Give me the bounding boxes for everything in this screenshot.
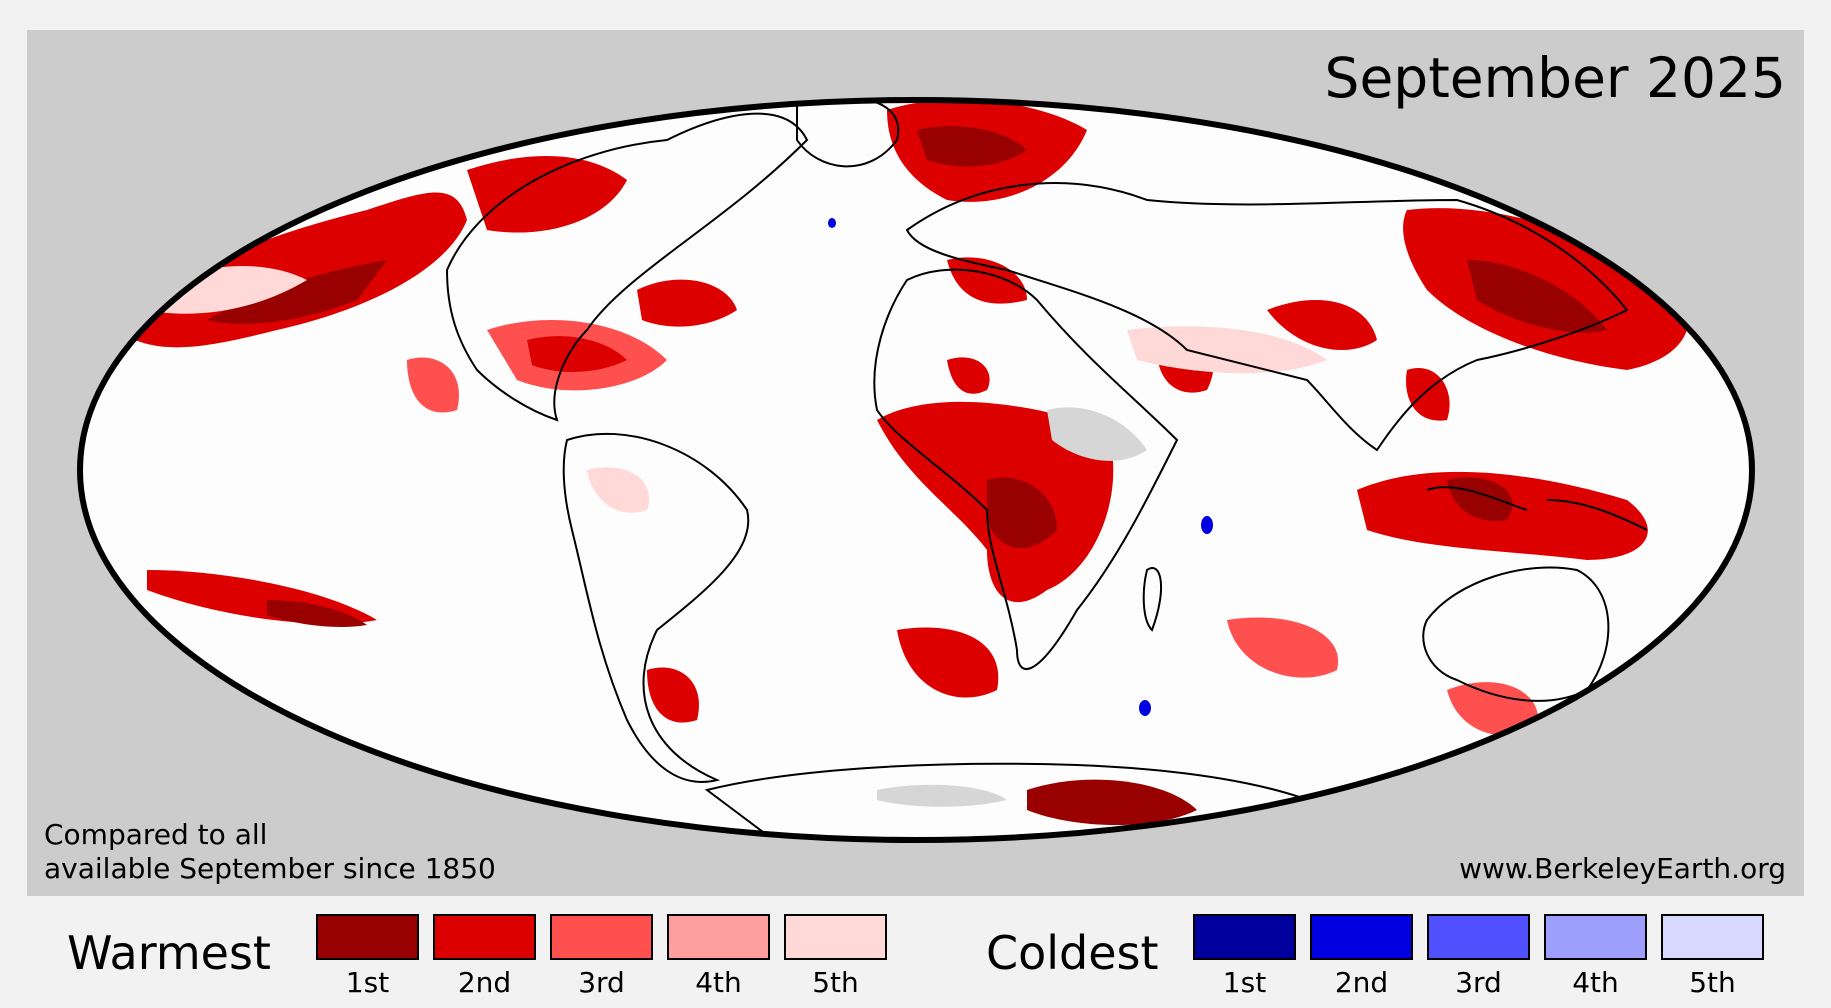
legend-warmest-item-4: 4th xyxy=(667,914,770,999)
legend-swatch xyxy=(550,914,653,960)
coastline-indonesia xyxy=(1426,486,1648,531)
coastline-australia xyxy=(1422,566,1610,702)
legend-coldest-item-4: 4th xyxy=(1544,914,1647,999)
coastlines xyxy=(445,100,1648,840)
legend-rank: 1st xyxy=(1222,966,1267,999)
legend-warmest-item-2: 2nd xyxy=(433,914,536,999)
legend-warmest-item-5: 5th xyxy=(784,914,887,999)
legend-swatch xyxy=(667,914,770,960)
coastline-eurasia xyxy=(905,182,1629,452)
map-panel: September 2025 Compared to all available… xyxy=(27,30,1804,896)
legend-warmest-item-3: 3rd xyxy=(550,914,653,999)
legend-swatch xyxy=(1427,914,1530,960)
legend-rank: 4th xyxy=(695,966,742,999)
legend-swatch xyxy=(1193,914,1296,960)
map-title: September 2025 xyxy=(1324,46,1786,110)
legend-coldest-item-3: 3rd xyxy=(1427,914,1530,999)
comparison-note-line2: available September since 1850 xyxy=(44,852,496,885)
legend-swatch xyxy=(1310,914,1413,960)
no-data-region xyxy=(1047,407,1147,461)
coastline-greenland xyxy=(796,100,900,168)
world-map xyxy=(77,97,1755,843)
coastline-north-america xyxy=(445,112,809,422)
comparison-note: Compared to all available September sinc… xyxy=(44,818,496,886)
anomaly-layer xyxy=(117,100,1689,832)
website-credit: www.BerkeleyEarth.org xyxy=(1459,852,1786,885)
cold-spot xyxy=(1201,516,1213,534)
globe-outline xyxy=(77,97,1755,843)
legend-swatch xyxy=(1544,914,1647,960)
legend-rank: 4th xyxy=(1572,966,1619,999)
legend-coldest-heading: Coldest xyxy=(986,926,1159,980)
legend-rank: 2nd xyxy=(1334,966,1389,999)
legend-warmest-item-1: 1st xyxy=(316,914,419,999)
legend-coldest-item-1: 1st xyxy=(1193,914,1296,999)
comparison-note-line1: Compared to all xyxy=(44,818,268,851)
legend-coldest: Coldest 1st 2nd 3rd 4th 5th xyxy=(900,912,1831,1008)
legend-swatch xyxy=(433,914,536,960)
coastline-madagascar xyxy=(1142,567,1163,632)
legend-rank: 3rd xyxy=(578,966,625,999)
legend-warmest-heading: Warmest xyxy=(67,926,271,980)
legend-swatch xyxy=(784,914,887,960)
legend-rank: 3rd xyxy=(1455,966,1502,999)
coastline-europe-africa xyxy=(873,268,1179,670)
legend-warmest: Warmest 1st 2nd 3rd 4th 5th xyxy=(0,912,900,1008)
legend-rank: 5th xyxy=(812,966,859,999)
legend-rank: 2nd xyxy=(457,966,512,999)
legend-swatch xyxy=(1661,914,1764,960)
legend-rank: 5th xyxy=(1689,966,1736,999)
coastline-south-america xyxy=(562,432,750,783)
coastline-antarctica xyxy=(704,762,1350,840)
legend-rank: 1st xyxy=(345,966,390,999)
legend-coldest-item-5: 5th xyxy=(1661,914,1764,999)
legend-coldest-item-2: 2nd xyxy=(1310,914,1413,999)
legend-swatch xyxy=(316,914,419,960)
